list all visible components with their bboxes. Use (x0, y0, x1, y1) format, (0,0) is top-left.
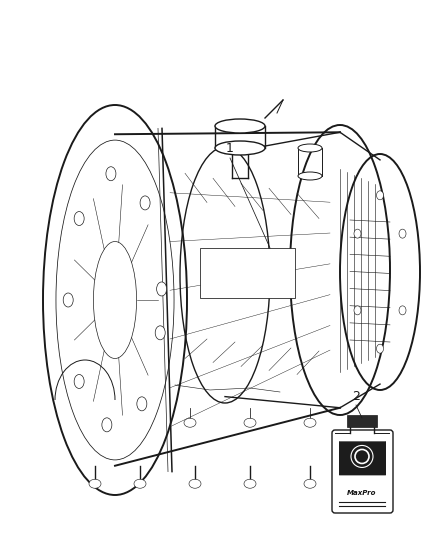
Ellipse shape (354, 306, 361, 315)
Polygon shape (115, 132, 340, 466)
Ellipse shape (43, 105, 187, 495)
Ellipse shape (377, 344, 384, 353)
Ellipse shape (351, 446, 373, 467)
Ellipse shape (377, 191, 384, 200)
Text: MaxPro: MaxPro (347, 490, 377, 496)
Ellipse shape (184, 418, 196, 427)
Ellipse shape (74, 375, 84, 389)
Ellipse shape (304, 479, 316, 488)
Ellipse shape (63, 293, 73, 307)
Ellipse shape (215, 119, 265, 133)
Text: 2: 2 (352, 391, 360, 403)
Ellipse shape (399, 229, 406, 238)
Ellipse shape (298, 172, 322, 180)
Bar (200, 248, 295, 298)
Ellipse shape (137, 397, 147, 411)
Ellipse shape (304, 418, 316, 427)
Ellipse shape (354, 229, 361, 238)
Ellipse shape (189, 479, 201, 488)
Ellipse shape (298, 144, 322, 152)
Ellipse shape (102, 418, 112, 432)
Ellipse shape (106, 167, 116, 181)
Ellipse shape (399, 306, 406, 315)
Text: 1: 1 (226, 141, 234, 155)
Ellipse shape (157, 282, 166, 296)
Ellipse shape (244, 418, 256, 427)
Ellipse shape (155, 326, 165, 340)
Ellipse shape (74, 212, 84, 225)
Bar (347, 415, 377, 427)
Ellipse shape (140, 196, 150, 210)
Ellipse shape (244, 479, 256, 488)
Ellipse shape (215, 141, 265, 155)
Ellipse shape (290, 125, 390, 415)
Ellipse shape (340, 154, 420, 390)
FancyBboxPatch shape (332, 430, 393, 513)
Bar (339, 475, 386, 498)
Ellipse shape (89, 479, 101, 488)
Bar (339, 441, 386, 475)
Ellipse shape (134, 479, 146, 488)
